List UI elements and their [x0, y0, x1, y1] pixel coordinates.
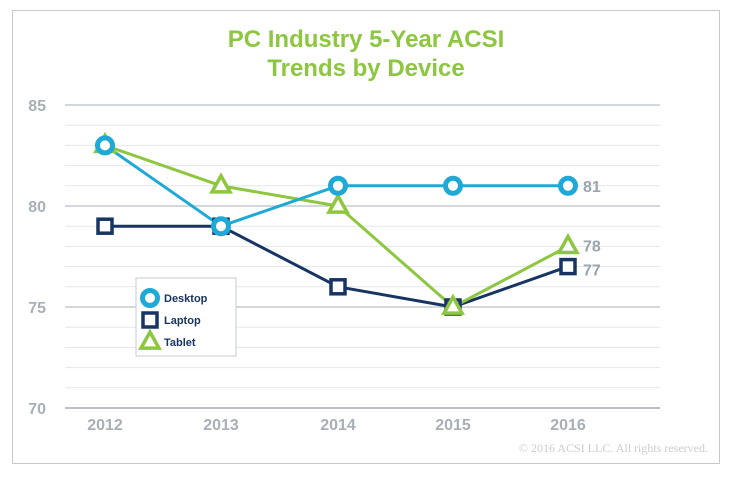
chart-frame — [12, 10, 720, 464]
laptop-marker — [141, 311, 159, 329]
desktop-marker — [95, 135, 115, 156]
tablet-marker — [209, 172, 233, 194]
x-tick-label: 2015 — [435, 417, 471, 434]
chart-title-line-2: Trends by Device — [267, 55, 465, 82]
x-tick-label: 2016 — [550, 417, 586, 434]
legend-label-tablet: Tablet — [164, 337, 196, 349]
laptop-marker — [329, 278, 347, 296]
x-tick-label: 2012 — [87, 417, 123, 434]
tablet-marker — [326, 192, 350, 214]
laptop-marker — [96, 217, 114, 235]
tablet-marker — [138, 328, 162, 350]
legend-label-desktop: Desktop — [164, 293, 208, 305]
copyright-note: © 2016 ACSI LLC. All rights reserved. — [518, 441, 708, 455]
tablet-marker — [556, 232, 580, 255]
desktop-marker — [211, 216, 231, 237]
chart-title-line-1: PC Industry 5-Year ACSI — [227, 26, 505, 53]
laptop-marker — [559, 257, 577, 276]
desktop-marker — [443, 175, 463, 196]
y-tick-label: 70 — [28, 401, 46, 418]
y-tick-label: 80 — [28, 199, 46, 216]
tablet-marker — [441, 293, 465, 315]
laptop-end-label: 77 — [583, 263, 601, 280]
tablet-end-label: 78 — [583, 238, 601, 255]
desktop-marker — [558, 175, 578, 196]
x-tick-label: 2014 — [320, 417, 356, 434]
desktop-end-label: 81 — [583, 179, 601, 196]
y-tick-label: 85 — [28, 98, 46, 115]
desktop-marker — [328, 175, 348, 196]
y-tick-label: 75 — [28, 300, 46, 317]
legend-label-laptop: Laptop — [164, 315, 201, 327]
desktop-marker — [140, 288, 160, 308]
x-tick-label: 2013 — [203, 417, 239, 434]
